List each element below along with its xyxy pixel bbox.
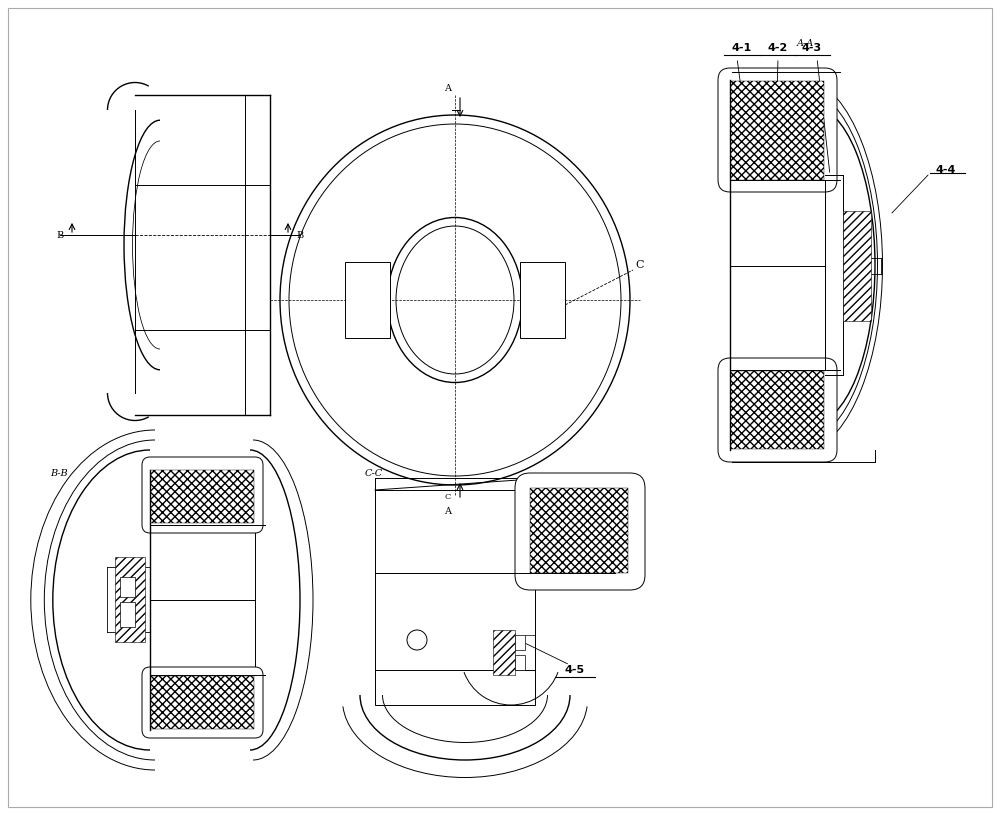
Circle shape xyxy=(407,630,427,650)
Bar xyxy=(150,525,255,675)
FancyBboxPatch shape xyxy=(142,667,263,738)
Bar xyxy=(515,655,525,670)
Text: 4-5: 4-5 xyxy=(565,665,585,675)
Text: B: B xyxy=(56,231,64,240)
Ellipse shape xyxy=(388,218,522,382)
Text: 4-4: 4-4 xyxy=(935,165,955,175)
Text: A: A xyxy=(444,84,452,93)
Text: 4-2: 4-2 xyxy=(768,43,788,53)
Text: 4-3: 4-3 xyxy=(802,43,822,53)
Bar xyxy=(515,635,525,650)
Text: B-B: B-B xyxy=(50,469,68,478)
Bar xyxy=(375,573,535,705)
Text: 4-1: 4-1 xyxy=(732,43,752,53)
Bar xyxy=(151,470,254,523)
Text: B: B xyxy=(296,231,304,240)
Bar xyxy=(120,577,135,597)
Bar xyxy=(345,262,390,338)
Bar xyxy=(843,210,871,320)
Text: C: C xyxy=(445,493,451,501)
Bar xyxy=(530,488,628,573)
Bar xyxy=(520,262,565,338)
Bar xyxy=(120,602,135,627)
FancyBboxPatch shape xyxy=(142,457,263,533)
FancyBboxPatch shape xyxy=(515,473,645,590)
Bar xyxy=(151,676,254,729)
Text: C-C: C-C xyxy=(365,469,383,478)
Bar xyxy=(731,371,824,449)
Bar xyxy=(730,180,825,370)
Text: C: C xyxy=(636,260,644,270)
FancyBboxPatch shape xyxy=(718,68,837,192)
Bar xyxy=(115,557,145,642)
Text: A-A: A-A xyxy=(796,38,814,47)
Text: A: A xyxy=(444,507,452,516)
Ellipse shape xyxy=(396,226,514,374)
Bar xyxy=(375,490,535,573)
Ellipse shape xyxy=(280,115,630,485)
Bar xyxy=(731,81,824,180)
FancyBboxPatch shape xyxy=(718,358,837,462)
Ellipse shape xyxy=(289,124,621,476)
Bar xyxy=(493,630,515,675)
